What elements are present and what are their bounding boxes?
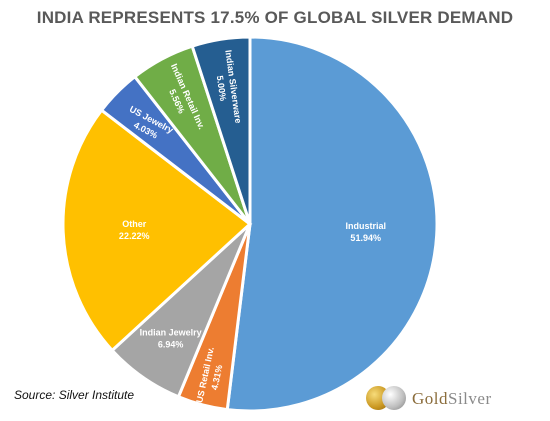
slice-value-indian-jewelry: 6.94%: [158, 339, 184, 349]
logo-text: GoldSilver: [412, 389, 492, 409]
slice-label-industrial: Industrial 51.94%: [345, 221, 386, 243]
pie-slice-industrial: [225, 35, 439, 413]
goldsilver-logo: GoldSilver: [366, 382, 536, 416]
slice-name-other: Other: [122, 219, 147, 229]
slice-label-other: Other 22.22%: [119, 219, 150, 241]
slice-value-industrial: 51.94%: [350, 233, 381, 243]
pie-slice-other: [61, 108, 253, 353]
chart-title: INDIA REPRESENTS 17.5% OF GLOBAL SILVER …: [36, 8, 514, 27]
logo-text-silver: Silver: [448, 389, 492, 408]
pie-slice-indian-silverware: [190, 35, 252, 225]
source-note: Source: Silver Institute: [14, 388, 135, 402]
silver-coin-icon: [382, 386, 406, 410]
slice-name-indian-jewelry: Indian Jewelry: [140, 327, 202, 337]
slice-name-industrial: Industrial: [345, 221, 386, 231]
logo-text-gold: Gold: [412, 389, 448, 408]
slice-value-indian-silverware: 5.00%: [215, 75, 228, 102]
slice-value-other: 22.22%: [119, 231, 150, 241]
slice-label-indian-jewelry: Indian Jewelry 6.94%: [140, 327, 202, 349]
